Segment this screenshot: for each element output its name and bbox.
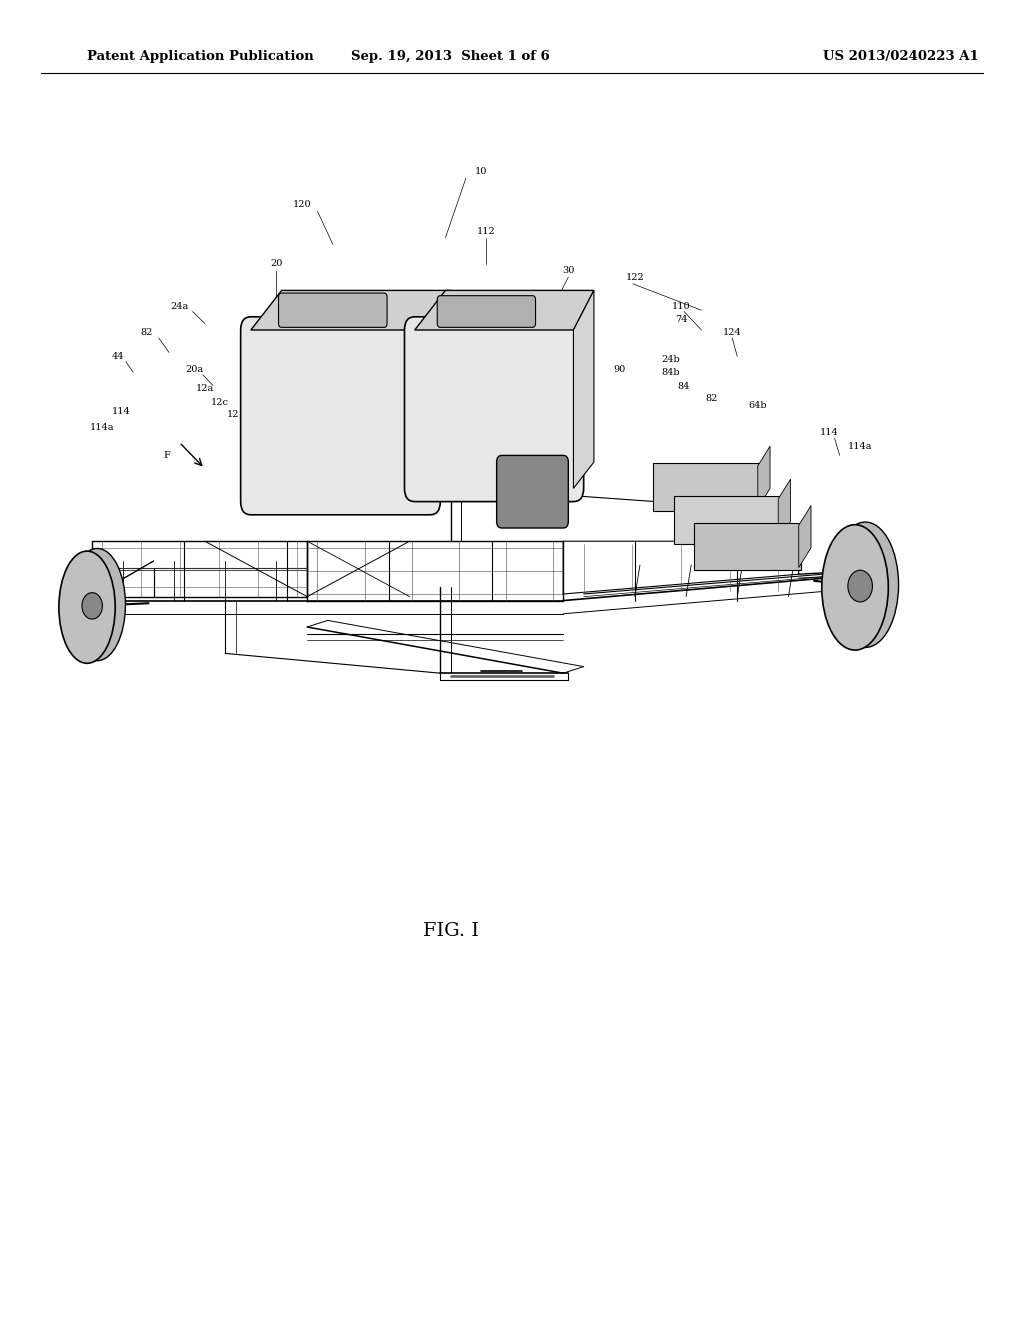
FancyBboxPatch shape: [694, 523, 801, 570]
Text: 88: 88: [452, 432, 464, 440]
FancyBboxPatch shape: [404, 317, 584, 502]
Text: 84b: 84b: [662, 368, 680, 376]
Text: 44: 44: [567, 366, 580, 374]
Text: 86: 86: [347, 432, 359, 440]
Text: 122: 122: [626, 273, 644, 281]
FancyBboxPatch shape: [674, 496, 780, 544]
Polygon shape: [778, 479, 791, 541]
Text: Sep. 19, 2013  Sheet 1 of 6: Sep. 19, 2013 Sheet 1 of 6: [351, 50, 550, 63]
Polygon shape: [430, 290, 451, 502]
Text: 80: 80: [494, 440, 506, 447]
Text: 102: 102: [530, 434, 549, 442]
Text: Patent Application Publication: Patent Application Publication: [87, 50, 313, 63]
Text: 104: 104: [539, 387, 557, 395]
Text: 12b: 12b: [245, 418, 263, 426]
Ellipse shape: [70, 549, 125, 660]
Text: 90: 90: [613, 366, 626, 374]
Text: 12a: 12a: [196, 384, 214, 392]
Text: 82: 82: [706, 395, 718, 403]
Polygon shape: [799, 506, 811, 568]
Text: 30: 30: [562, 267, 574, 275]
FancyBboxPatch shape: [653, 463, 760, 511]
FancyBboxPatch shape: [437, 296, 536, 327]
Text: 22a: 22a: [313, 418, 332, 426]
Polygon shape: [251, 290, 451, 330]
Text: F: F: [164, 451, 170, 459]
Text: 114a: 114a: [90, 424, 115, 432]
Text: 124: 124: [723, 329, 741, 337]
Text: 108: 108: [489, 385, 508, 393]
Text: 20: 20: [270, 260, 283, 268]
FancyBboxPatch shape: [497, 455, 568, 528]
Ellipse shape: [831, 521, 899, 647]
Text: 64b: 64b: [749, 401, 767, 409]
Text: 20a: 20a: [185, 366, 204, 374]
Text: US 2013/0240223 A1: US 2013/0240223 A1: [823, 50, 979, 63]
FancyArrowPatch shape: [181, 445, 202, 466]
Ellipse shape: [59, 552, 115, 663]
Circle shape: [82, 593, 102, 619]
Polygon shape: [758, 446, 770, 508]
Text: 114: 114: [820, 429, 839, 437]
Text: 12: 12: [227, 411, 240, 418]
Circle shape: [848, 570, 872, 602]
Text: 120: 120: [293, 201, 311, 209]
FancyBboxPatch shape: [241, 317, 440, 515]
Text: 112: 112: [477, 227, 496, 235]
FancyBboxPatch shape: [279, 293, 387, 327]
Text: FIG. I: FIG. I: [423, 921, 478, 940]
Text: 74: 74: [675, 315, 687, 323]
Text: 114a: 114a: [848, 442, 872, 450]
Text: 82: 82: [140, 329, 153, 337]
Ellipse shape: [821, 524, 888, 651]
Text: 90: 90: [270, 309, 283, 317]
Text: 84a: 84a: [567, 434, 586, 442]
Text: 94: 94: [398, 418, 411, 426]
Text: 12c: 12c: [211, 399, 229, 407]
Text: 46: 46: [541, 372, 553, 380]
Text: 110: 110: [672, 302, 690, 310]
Polygon shape: [573, 290, 594, 488]
Text: 92: 92: [366, 430, 378, 438]
Text: 24a: 24a: [170, 302, 188, 310]
Text: 114: 114: [112, 408, 130, 416]
Text: 44: 44: [112, 352, 124, 360]
Text: 24b: 24b: [662, 355, 680, 363]
Polygon shape: [415, 290, 594, 330]
Text: 22: 22: [388, 388, 400, 396]
Text: 84: 84: [678, 383, 690, 391]
Text: 14: 14: [508, 372, 520, 380]
Text: 10: 10: [475, 168, 487, 176]
